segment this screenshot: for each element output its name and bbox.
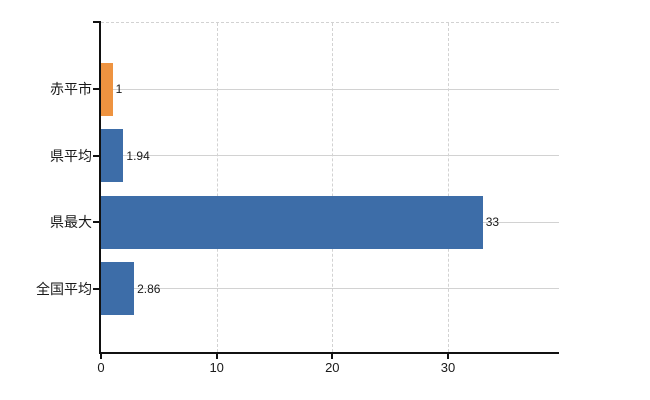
y-axis-tick	[93, 221, 100, 223]
gridline-vertical	[448, 23, 449, 352]
x-tick-label: 10	[209, 360, 224, 375]
x-axis-tick	[331, 354, 334, 359]
category-label: 県最大	[50, 214, 92, 230]
x-axis-tick	[215, 354, 218, 359]
x-axis-line	[99, 352, 559, 354]
plot-top-border	[101, 22, 559, 23]
x-axis-tick	[447, 354, 449, 359]
category-label: 県平均	[50, 147, 92, 164]
bar	[101, 195, 483, 249]
y-axis-tick	[93, 154, 100, 157]
y-axis-line	[99, 21, 101, 354]
value-label: 1.94	[126, 148, 150, 163]
value-label: 33	[485, 215, 500, 229]
gridline-horizontal	[101, 155, 559, 156]
x-tick-label: 0	[97, 360, 105, 375]
gridline-horizontal	[101, 88, 559, 90]
gridline-vertical	[332, 23, 334, 352]
y-axis-tick	[93, 287, 100, 290]
bar	[101, 262, 135, 315]
bar	[101, 129, 124, 182]
category-label: 赤平市	[50, 81, 92, 97]
y-axis-top-tick	[93, 21, 100, 23]
x-tick-label: 20	[325, 360, 340, 375]
x-tick-label: 30	[440, 360, 456, 375]
x-axis-tick	[100, 354, 102, 359]
value-label: 1	[115, 82, 123, 96]
bar	[101, 62, 113, 116]
y-axis-tick	[93, 88, 100, 90]
value-label: 2.86	[137, 281, 161, 296]
category-label: 全国平均	[36, 280, 92, 297]
gridline-horizontal	[101, 288, 559, 289]
gridline-vertical	[216, 23, 218, 352]
